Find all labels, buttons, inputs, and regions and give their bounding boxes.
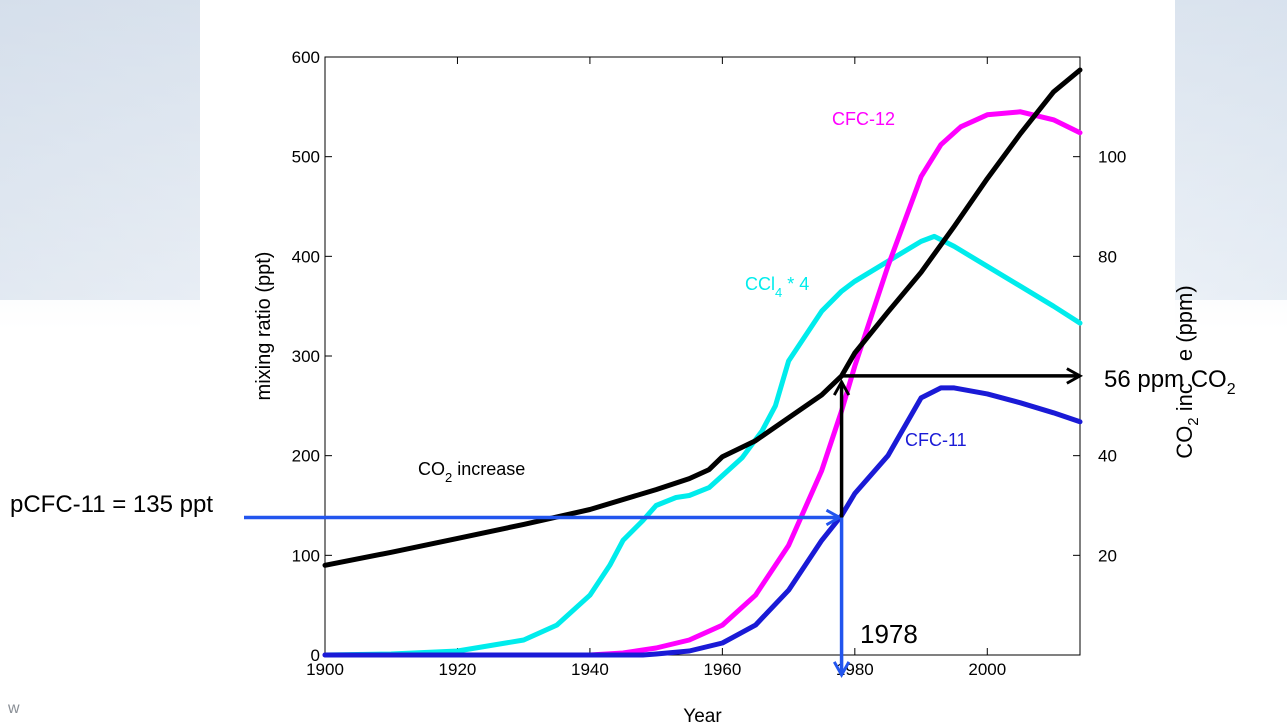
x-tick-label: 2000 <box>968 660 1006 679</box>
y-axis-label: mixing ratio (ppt) <box>253 252 275 401</box>
series-line-1 <box>322 385 1083 658</box>
x-tick-label: 1960 <box>703 660 741 679</box>
year-annotation: 1978 <box>860 619 918 649</box>
y-tick-label: 600 <box>292 48 320 67</box>
y-right-label-part: inc <box>1172 383 1197 417</box>
series-label: CFC-12 <box>832 109 895 129</box>
y-right-label-subscript: 2 <box>1185 417 1202 425</box>
co2-annotation: 56 ppm CO2 <box>1104 366 1236 398</box>
y-tick-label: 400 <box>292 247 320 266</box>
y-right-label-part: CO <box>1172 426 1197 459</box>
series-label: CO2 increase <box>418 459 525 485</box>
plot-panel <box>200 0 1175 728</box>
series-label-text: CFC-12 <box>832 109 895 129</box>
y-right-tick-label: 20 <box>1098 546 1117 565</box>
y-right-tick-label: 80 <box>1098 247 1117 266</box>
series-line-2 <box>322 233 1083 658</box>
plot-frame <box>324 56 1081 656</box>
y-tick-label: 300 <box>292 347 320 366</box>
series-label-text: CFC-11 <box>905 430 967 450</box>
series-label-suffix: increase <box>452 459 525 479</box>
series-label: CFC-11 <box>905 430 967 450</box>
series-line-3 <box>322 67 1083 568</box>
y-right-label-part: e (ppm) <box>1172 285 1197 361</box>
series-label-text: CO <box>418 459 445 479</box>
x-tick-label: 1920 <box>439 660 477 679</box>
y-tick-label: 500 <box>292 148 320 167</box>
series-label-subscript: 4 <box>775 285 782 300</box>
series-line-0 <box>322 109 1083 658</box>
y-right-tick-label: 40 <box>1098 447 1117 466</box>
y-right-tick-label: 100 <box>1098 148 1126 167</box>
slide-text-fragment: w <box>8 700 20 717</box>
series-label-suffix: * 4 <box>782 274 809 294</box>
series-label-text: CCl <box>745 274 775 294</box>
x-tick-label: 1940 <box>571 660 609 679</box>
co2-annotation-subscript: 2 <box>1227 381 1236 398</box>
series-label-subscript: 2 <box>445 470 452 485</box>
x-tick-label: 1900 <box>306 660 344 679</box>
pcfc-annotation: pCFC-11 = 135 ppt <box>10 491 213 518</box>
y-tick-label: 200 <box>292 447 320 466</box>
x-axis-label: Year <box>683 706 722 727</box>
y-tick-label: 0 <box>311 646 320 665</box>
series-label: CCl4 * 4 <box>745 274 809 300</box>
co2-annotation-text: 56 ppm CO <box>1104 366 1227 393</box>
y-tick-label: 100 <box>292 546 320 565</box>
y-right-axis-label: CO2 inc e (ppm) <box>1172 285 1202 458</box>
